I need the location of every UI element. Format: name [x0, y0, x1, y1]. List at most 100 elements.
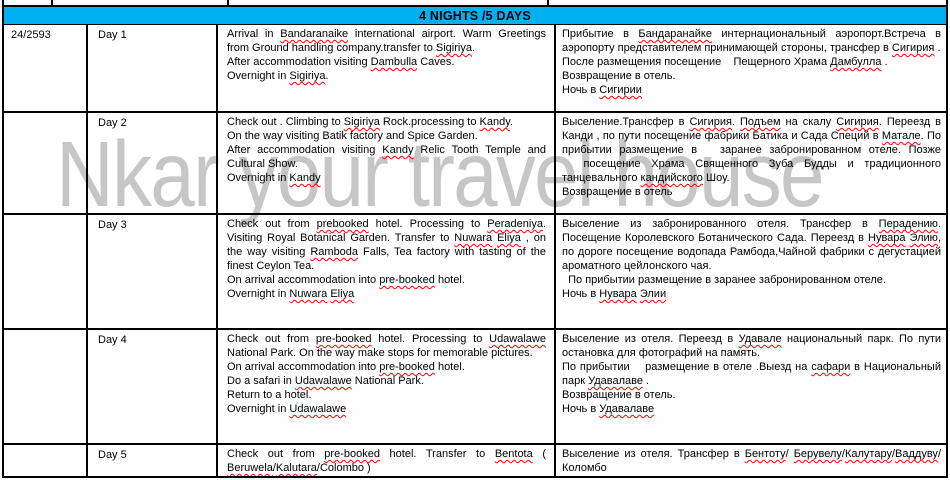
tour-code-cell: 24/2593 — [4, 25, 88, 111]
paragraph: Выселение из отеля. Трансфер в Бентоту/ … — [562, 448, 941, 474]
misspelled-word: Калутару — [844, 448, 892, 460]
misspelled-word: Перадению — [878, 218, 938, 230]
misspelled-word: Удавалаве — [599, 403, 655, 415]
paragraph: Return to a hotel. — [227, 389, 312, 401]
misspelled-word: pre-booked — [379, 274, 435, 286]
paragraph: Overnight in Nuwara Eliya — [227, 288, 355, 300]
itinerary-row-day-4: Day 4 Check out from pre-booked hotel. P… — [2, 330, 948, 445]
misspelled-word: сафари — [811, 361, 851, 373]
previous-row-clipped — [2, 0, 948, 7]
misspelled-word: Ваддуву — [895, 448, 938, 460]
day-label: Day 1 — [98, 29, 127, 41]
itinerary-en-text: Check out from pre-booked hotel. Transfe… — [218, 445, 556, 476]
misspelled-word: Kandy — [479, 116, 510, 128]
paragraph: On arrival accommodation into pre-booked… — [227, 361, 465, 373]
paragraph: Check out from pre-booked hotel. Process… — [227, 333, 546, 359]
watermark-text: Nkar your travel house — [56, 122, 824, 226]
paragraph: Выселение из отеля. Переезд в Удавале на… — [562, 333, 942, 359]
misspelled-word: Бентоту — [744, 448, 786, 460]
misspelled-word: pre-booked — [379, 361, 435, 373]
itinerary-ru-text: Выселение из отеля. Трансфер в Бентоту/ … — [556, 445, 946, 476]
paragraph: Выселение.Трансфер в Сигирия. Подъем на … — [562, 116, 942, 184]
day-label: Day 2 — [98, 117, 127, 129]
itinerary-ru-text: Прибытие в Бандаранайке интернациональны… — [556, 25, 946, 111]
misspelled-word: Элии — [639, 288, 667, 300]
misspelled-word: Udawalawe — [289, 403, 347, 415]
day-label-cell: Day 2 — [88, 113, 218, 213]
day-label: Day 5 — [98, 449, 127, 461]
misspelled-word: Nuwara — [289, 288, 328, 300]
misspelled-word: Элию — [909, 232, 938, 244]
paragraph: Возвращение в отель. — [562, 70, 676, 82]
tour-code-cell — [4, 330, 88, 443]
misspelled-word: Подъем — [740, 116, 781, 128]
misspelled-word: prebooked — [316, 218, 369, 230]
paragraph: After accommodation visiting Kandy Relic… — [227, 144, 546, 170]
misspelled-word: pre-booked — [315, 333, 372, 345]
paragraph: Overnight in Kandy — [227, 172, 321, 184]
misspelled-word: кандийского — [640, 172, 703, 184]
day-label: Day 4 — [98, 334, 127, 346]
paragraph: После размещения посещение Пещерного Хра… — [562, 56, 888, 68]
day-label-cell: Day 3 — [88, 215, 218, 328]
day-label: Day 3 — [98, 219, 127, 231]
table-divider — [227, 0, 229, 5]
misspelled-word: Beruwela — [227, 462, 273, 474]
paragraph: Прибытие в Бандаранайке интернациональны… — [562, 28, 941, 54]
misspelled-word: Sigiriya — [289, 70, 326, 82]
table-divider — [51, 0, 53, 5]
misspelled-word: Kalutara — [275, 462, 317, 474]
itinerary-en-text: Arrival in Bandaranaike international ai… — [218, 25, 556, 111]
misspelled-word: Eliya — [497, 232, 521, 244]
day-label-cell: Day 1 — [88, 25, 218, 111]
misspelled-word: Kandy — [382, 144, 414, 156]
paragraph: Возвращение в отель — [562, 186, 673, 198]
itinerary-en-text: Check out . Climbing to Sigiriya Rock.pr… — [218, 113, 556, 213]
itinerary-row-day-1: 24/2593 Day 1 Arrival in Bandaranaike in… — [2, 25, 948, 113]
tour-code-cell — [4, 113, 88, 213]
itinerary-ru-text: Выселение из отеля. Переезд в Удавале на… — [556, 330, 946, 443]
duration-banner-label: 4 NIGHTS /5 DAYS — [419, 8, 531, 23]
paragraph: On the way visiting Batik factory and Sp… — [227, 130, 478, 142]
paragraph: По прибытии размещение в заранее заброни… — [562, 274, 886, 286]
itinerary-row-day-3: Day 3 Check out from prebooked hotel. Pr… — [2, 215, 948, 330]
misspelled-word: pre-booked — [324, 448, 380, 460]
misspelled-word: Нувара — [868, 232, 906, 244]
misspelled-word: Дамбулла — [830, 56, 882, 68]
misspelled-word: Udawalawe — [294, 375, 352, 387]
misspelled-word: Eliya — [330, 288, 355, 300]
itinerary-row-day-2: Day 2 Check out . Climbing to Sigiriya R… — [2, 113, 948, 215]
paragraph: По прибытии размещение в отеле .Выезд на… — [562, 361, 941, 387]
misspelled-word: Peradeniya — [487, 218, 543, 230]
day-label-cell: Day 5 — [88, 445, 218, 476]
day-label-cell: Day 4 — [88, 330, 218, 443]
misspelled-word: Сигирия — [689, 116, 732, 128]
paragraph: Ночь в Нувара Элии — [562, 288, 667, 300]
itinerary-ru-text: Выселение из забронированного отеля. Тра… — [556, 215, 946, 328]
paragraph: Выселение из забронированного отеля. Тра… — [562, 218, 941, 272]
misspelled-word: Сигирия — [836, 116, 879, 128]
misspelled-word: Sigiriya — [343, 116, 380, 128]
misspelled-word: Сигирия — [891, 42, 935, 54]
paragraph: After accommodation visiting Dambulla Ca… — [227, 56, 455, 68]
misspelled-word: Bandaranaike — [280, 28, 349, 40]
tour-code: 24/2593 — [11, 29, 51, 41]
itinerary-en-text: Check out from prebooked hotel. Processi… — [218, 215, 556, 328]
itinerary-ru-text: Выселение.Трансфер в Сигирия. Подъем на … — [556, 113, 946, 213]
paragraph: Ночь в Удавалаве — [562, 403, 655, 415]
misspelled-word: Kandy — [289, 172, 321, 184]
misspelled-word: Ramboda — [310, 246, 359, 258]
misspelled-word: Удавалаве — [588, 375, 643, 387]
misspelled-word: Берувелу — [793, 448, 842, 460]
misspelled-word: Сигирии — [599, 84, 642, 96]
paragraph: Overnight in Sigiriya. — [227, 70, 329, 82]
paragraph: Check out from prebooked hotel. Processi… — [227, 218, 546, 272]
paragraph: Do a safari in Udawalawe National Park. — [227, 375, 424, 387]
paragraph: Arrival in Bandaranaike international ai… — [227, 28, 546, 54]
misspelled-word: Sigiriya — [435, 42, 472, 54]
misspelled-word: Dambulla — [370, 56, 418, 68]
misspelled-word: Нувара — [599, 288, 637, 300]
paragraph: Check out from pre-booked hotel. Transfe… — [227, 448, 547, 474]
itinerary-row-day-5: Day 5 Check out from pre-booked hotel. T… — [2, 445, 948, 478]
